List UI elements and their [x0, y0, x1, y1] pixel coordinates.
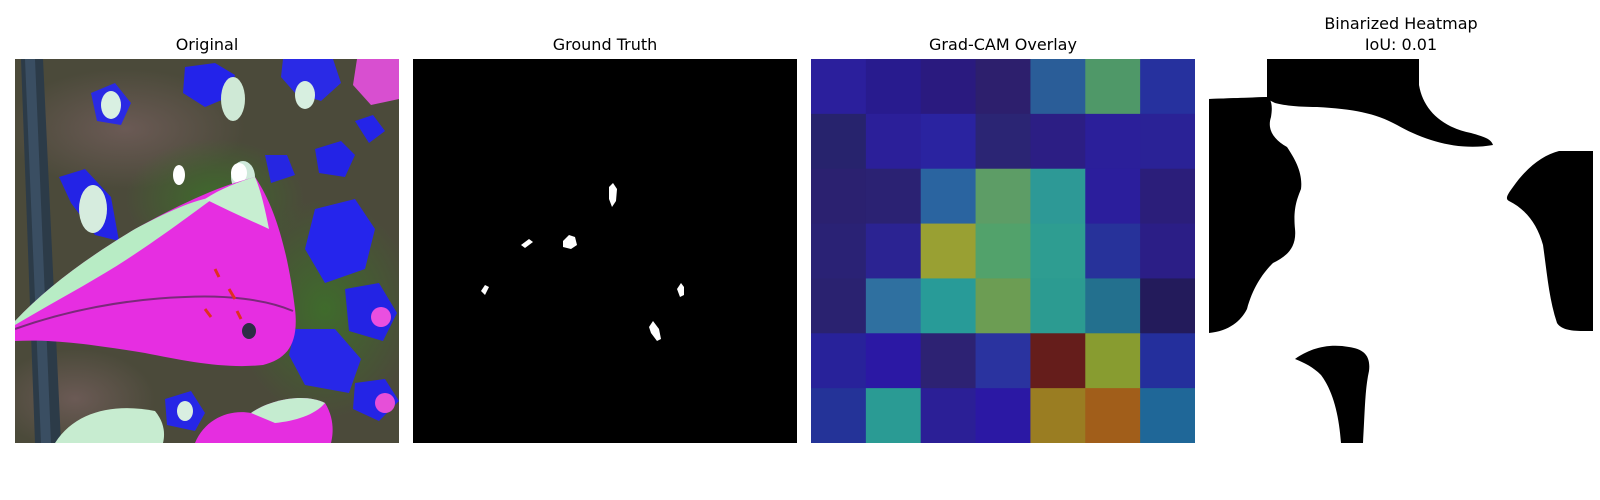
gradcam-cell [1030, 113, 1086, 170]
gradcam-cell [1085, 168, 1141, 225]
gradcam-cell [1140, 278, 1195, 334]
gradcam-cell [975, 223, 1031, 279]
panel-title-ground-truth: Ground Truth [552, 35, 658, 54]
gradcam-cell [920, 168, 977, 225]
gradcam-cell [1030, 223, 1086, 279]
gradcam-cell [865, 333, 922, 389]
gradcam-cell [1140, 223, 1195, 279]
panel-subtitle-iou: IoU: 0.01 [1364, 35, 1438, 54]
panel-title-original: Original [175, 35, 239, 54]
gradcam-cell [1140, 113, 1195, 170]
gradcam-cell [1030, 278, 1086, 334]
gradcam-cell [1085, 388, 1141, 443]
gradcam-cell [975, 388, 1031, 443]
ground-truth-drawing [413, 59, 797, 443]
ground-truth-mask [413, 59, 797, 443]
gradcam-cell [865, 113, 922, 170]
gradcam-cell [975, 113, 1031, 170]
panel-title-binarized-heatmap: Binarized Heatmap [1324, 14, 1478, 33]
original-image-drawing [15, 59, 399, 443]
gradcam-cell [920, 388, 977, 443]
gradcam-cell [1085, 223, 1141, 279]
gradcam-cell [975, 333, 1031, 389]
gradcam-cell [1030, 168, 1086, 225]
gradcam-cell [1030, 388, 1086, 443]
gradcam-cell [920, 333, 977, 389]
gradcam-cell [811, 223, 867, 279]
gradcam-cell [865, 388, 922, 443]
gradcam-cell [1030, 59, 1086, 115]
gradcam-cell [1085, 113, 1141, 170]
binarized-heatmap [1209, 59, 1593, 443]
gradcam-cell [1085, 278, 1141, 334]
gradcam-grid [811, 59, 1195, 443]
gradcam-cell [1140, 388, 1195, 443]
gradcam-cell [865, 278, 922, 334]
gradcam-cell [1140, 59, 1195, 115]
gradcam-cell [811, 388, 867, 443]
gradcam-cell [975, 59, 1031, 115]
panel-title-gradcam-overlay: Grad-CAM Overlay [929, 35, 1077, 54]
gradcam-cell [1140, 168, 1195, 225]
gradcam-cell [811, 168, 867, 225]
gradcam-cell [811, 59, 867, 115]
gradcam-overlay-heatmap [811, 59, 1195, 443]
gradcam-cell [1085, 333, 1141, 389]
gradcam-cell [975, 278, 1031, 334]
binarized-heatmap-drawing [1209, 59, 1593, 443]
gradcam-cell [1140, 333, 1195, 389]
gradcam-cell [865, 168, 922, 225]
gradcam-cell [811, 278, 867, 334]
gradcam-cell [920, 113, 977, 170]
gradcam-cell [865, 223, 922, 279]
gradcam-cell [1030, 333, 1086, 389]
gradcam-cell [811, 333, 867, 389]
gradcam-cell [920, 223, 977, 279]
gradcam-cell [920, 278, 977, 334]
gradcam-cell [865, 59, 922, 115]
gradcam-cell [1085, 59, 1141, 115]
gradcam-cell [811, 113, 867, 170]
gradcam-cell [920, 59, 977, 115]
gradcam-cell [975, 168, 1031, 225]
original-image [15, 59, 399, 443]
